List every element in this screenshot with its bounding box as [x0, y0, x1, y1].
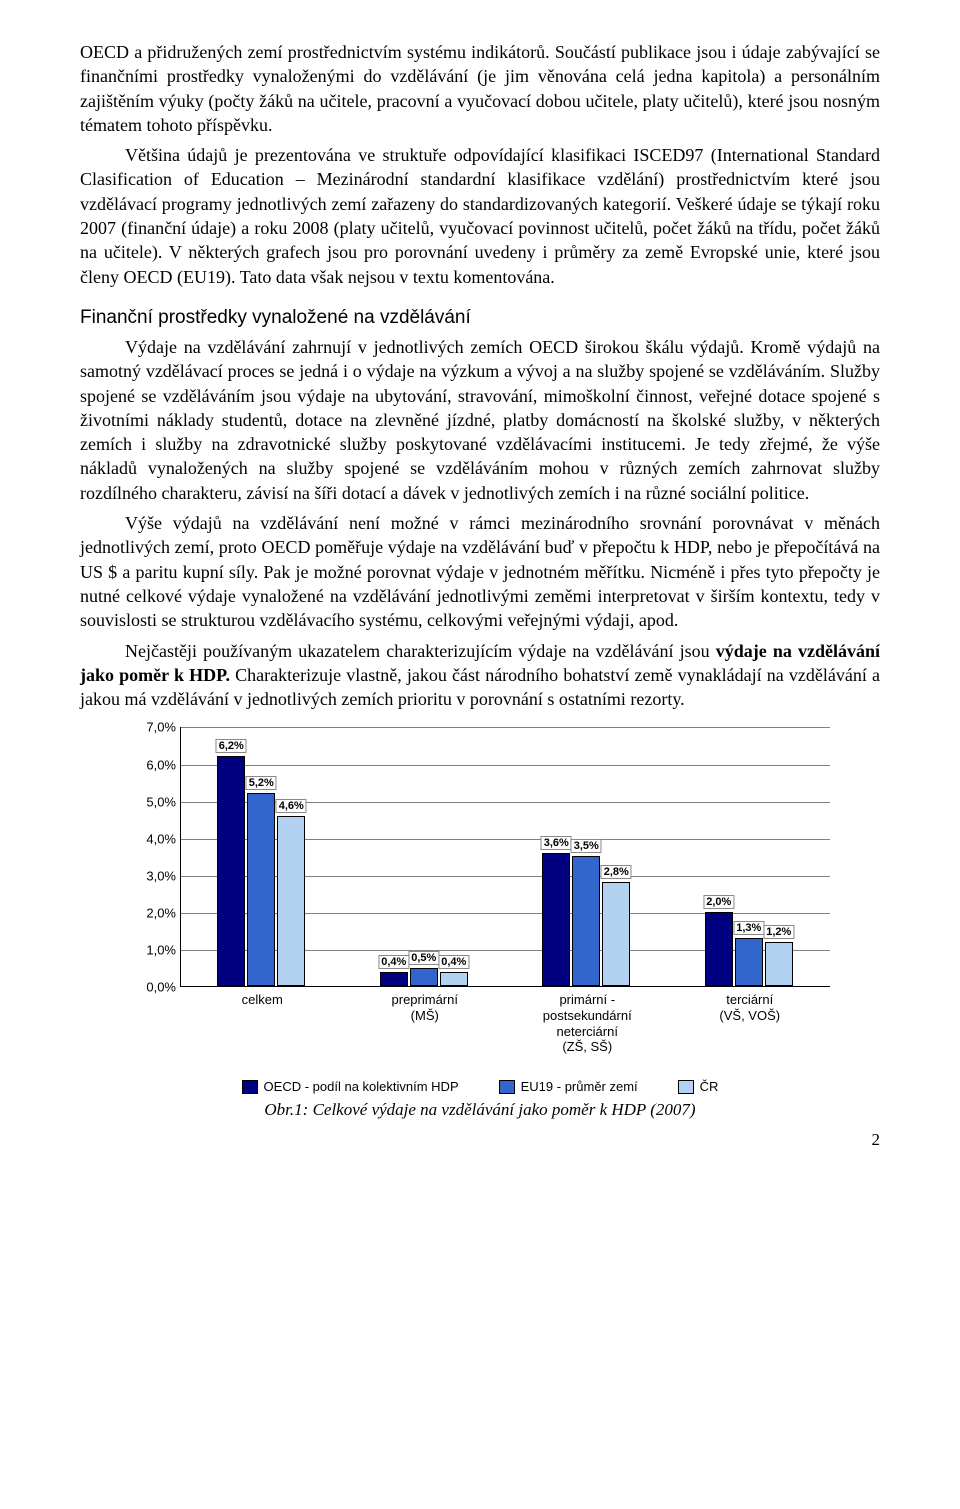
bar-value-label: 5,2%: [246, 776, 277, 790]
y-tick-label: 3,0%: [120, 868, 176, 883]
bar-group: 0,4%0,5%0,4%: [380, 968, 468, 987]
y-tick-label: 6,0%: [120, 757, 176, 772]
chart-legend: OECD - podíl na kolektivním HDP EU19 - pr…: [120, 1079, 840, 1094]
bar-eu19: 0,5%: [410, 968, 438, 987]
bar-oecd: 6,2%: [217, 756, 245, 986]
chart-caption: Obr.1: Celkové výdaje na vzdělávání jako…: [120, 1100, 840, 1120]
bar-value-label: 2,0%: [703, 895, 734, 909]
y-tick-label: 7,0%: [120, 720, 176, 735]
bar-group: 3,6%3,5%2,8%: [542, 853, 630, 987]
section-heading: Finanční prostředky vynaložené na vzdělá…: [80, 307, 880, 329]
legend-swatch: [499, 1080, 515, 1094]
x-category-label: preprimární(MŠ): [355, 992, 495, 1023]
paragraph-4: Výše výdajů na vzdělávání není možné v r…: [80, 511, 880, 632]
x-category-label: primární - postsekundárníneterciární(ZŠ,…: [517, 992, 657, 1054]
y-tick-label: 4,0%: [120, 831, 176, 846]
legend-item: ČR: [678, 1079, 719, 1094]
legend-label: ČR: [700, 1079, 719, 1094]
y-tick-label: 5,0%: [120, 794, 176, 809]
bar-oecd: 2,0%: [705, 912, 733, 986]
bar-value-label: 1,3%: [733, 921, 764, 935]
bar-cr: 0,4%: [440, 972, 468, 987]
legend-item: EU19 - průměr zemí: [499, 1079, 638, 1094]
bar-eu19: 5,2%: [247, 793, 275, 986]
bar-value-label: 3,5%: [571, 839, 602, 853]
paragraph-5: Nejčastěji používaným ukazatelem charakt…: [80, 639, 880, 712]
bar-value-label: 1,2%: [763, 925, 794, 939]
legend-label: EU19 - průměr zemí: [521, 1079, 638, 1094]
page-number: 2: [80, 1130, 880, 1150]
bar-cr: 1,2%: [765, 942, 793, 987]
plot-area: 6,2%5,2%4,6%celkem0,4%0,5%0,4%preprimárn…: [180, 727, 830, 987]
para5-prefix: Nejčastěji používaným ukazatelem charakt…: [125, 641, 716, 661]
chart-container: 6,2%5,2%4,6%celkem0,4%0,5%0,4%preprimárn…: [120, 727, 840, 1120]
bar-oecd: 0,4%: [380, 972, 408, 987]
y-tick-label: 1,0%: [120, 943, 176, 958]
bar-value-label: 3,6%: [541, 836, 572, 850]
bar-cr: 4,6%: [277, 816, 305, 987]
bar-value-label: 2,8%: [601, 865, 632, 879]
bar-value-label: 4,6%: [276, 799, 307, 813]
grid-line: [181, 727, 830, 728]
paragraph-2: Většina údajů je prezentována ve struktu…: [80, 143, 880, 289]
paragraph-3: Výdaje na vzdělávání zahrnují v jednotli…: [80, 335, 880, 505]
bar-value-label: 6,2%: [216, 739, 247, 753]
legend-item: OECD - podíl na kolektivním HDP: [242, 1079, 459, 1094]
bar-chart: 6,2%5,2%4,6%celkem0,4%0,5%0,4%preprimárn…: [120, 727, 840, 1027]
bar-value-label: 0,4%: [378, 955, 409, 969]
bar-eu19: 3,5%: [572, 856, 600, 986]
legend-swatch: [678, 1080, 694, 1094]
y-tick-label: 2,0%: [120, 906, 176, 921]
legend-label: OECD - podíl na kolektivním HDP: [264, 1079, 459, 1094]
y-tick-label: 0,0%: [120, 980, 176, 995]
bar-cr: 2,8%: [602, 882, 630, 986]
bar-group: 2,0%1,3%1,2%: [705, 912, 793, 986]
legend-swatch: [242, 1080, 258, 1094]
paragraph-1: OECD a přidružených zemí prostřednictvím…: [80, 40, 880, 137]
x-category-label: celkem: [192, 992, 332, 1008]
bar-group: 6,2%5,2%4,6%: [217, 756, 305, 986]
bar-value-label: 0,5%: [408, 951, 439, 965]
x-category-label: terciární(VŠ, VOŠ): [680, 992, 820, 1023]
bar-eu19: 1,3%: [735, 938, 763, 986]
bar-value-label: 0,4%: [438, 955, 469, 969]
document-page: OECD a přidružených zemí prostřednictvím…: [0, 0, 960, 1190]
bar-oecd: 3,6%: [542, 853, 570, 987]
